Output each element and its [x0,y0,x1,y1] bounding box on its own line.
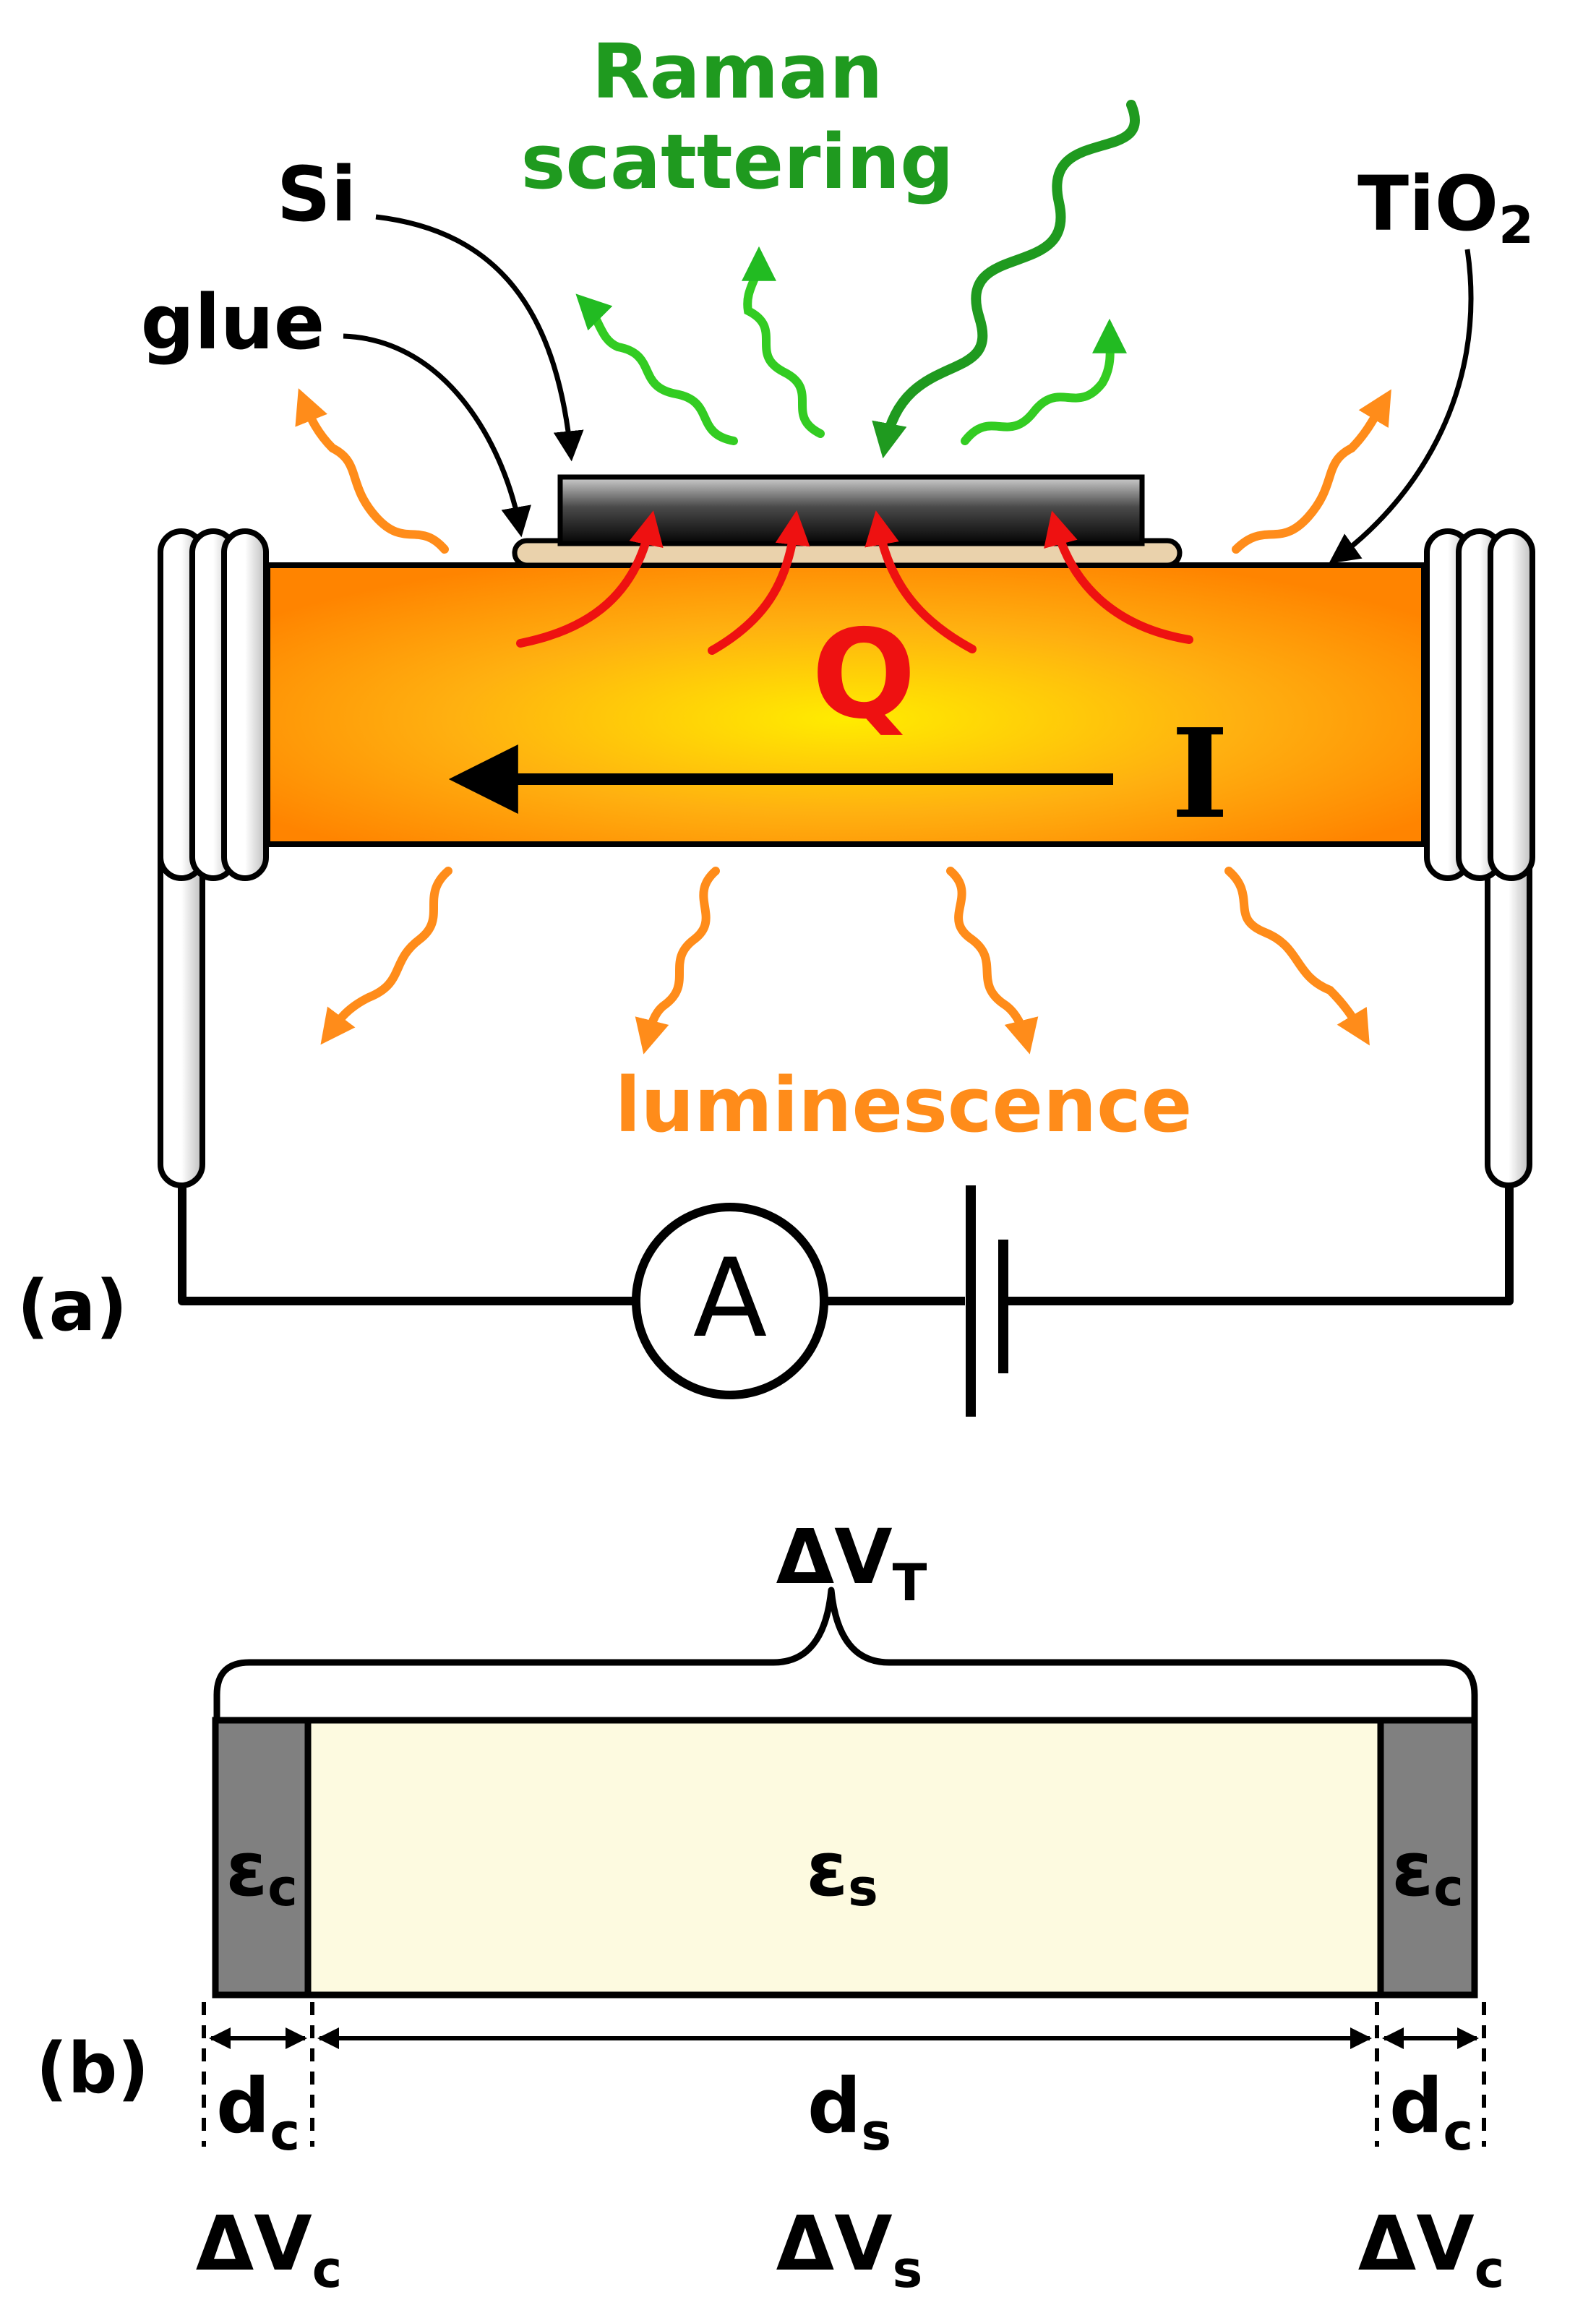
heat-arrow [516,510,664,648]
thickness-guides [202,2002,1486,2147]
label-pointers [343,214,1474,564]
luminescence-wave [1232,389,1391,554]
contact-voltage-right: ΔVc [1358,2199,1504,2299]
heat-label: Q [812,604,917,747]
left-coil [158,528,269,881]
glue-label: glue [141,278,325,366]
left-lead [158,828,205,1188]
ammeter-label: A [693,1236,768,1362]
sample-thickness: ds [807,2062,891,2162]
contact-voltage-left: ΔVc [196,2199,342,2299]
contact-layer-left [212,1717,312,1999]
right-lead [1485,828,1532,1188]
total-voltage-brace [213,1587,1478,1720]
raman-wave [741,246,825,438]
raman-label-line2: scattering [520,118,953,206]
right-coil [1424,528,1535,881]
luminescence-wave [946,867,1039,1055]
raman-incident-wave [872,100,1140,459]
sample-permittivity: εs [806,1825,878,1918]
tio2-label: TiO2 [1357,160,1534,255]
contact-permittivity-left: εc [226,1825,297,1918]
contact-permittivity-right: εc [1391,1825,1463,1918]
heat-flow-arrows [516,510,1193,655]
heat-arrow [1044,510,1193,644]
contact-thickness-right: dc [1389,2062,1473,2162]
sample-layer [304,1717,1384,1999]
raman-light-green-waves [575,246,1128,445]
panel-b: ΔVT εc εs εc dc ds dc ΔVc ΔVs ΔVc (b) [36,1513,1504,2299]
heat-arrow [864,510,977,653]
panel-a-tag: (a) [17,1266,128,1347]
circuit-wire [178,1185,1514,1305]
si-label: Si [277,150,357,239]
sample-voltage: ΔVs [776,2199,923,2299]
raman-label-line1: Raman [592,27,883,116]
panel-b-tag: (b) [36,2028,149,2109]
panel-a: A Q [17,27,1535,1417]
luminescence-wave [635,867,720,1055]
battery-symbol [966,1185,1008,1417]
luminescence-wave [320,867,452,1045]
raman-wave [961,318,1128,445]
luminescence-label: luminescence [615,1061,1193,1149]
raman-wave [575,293,738,445]
contact-layer-right [1377,1717,1478,1999]
total-voltage-label: ΔVT [776,1513,927,1613]
contact-thickness-left: dc [216,2062,300,2162]
luminescence-waves [295,388,1391,1055]
ammeter: A [632,1203,828,1399]
current-label: I [1171,702,1229,846]
luminescence-wave [1224,867,1370,1046]
luminescence-wave [295,388,449,554]
heat-arrow [708,510,810,655]
